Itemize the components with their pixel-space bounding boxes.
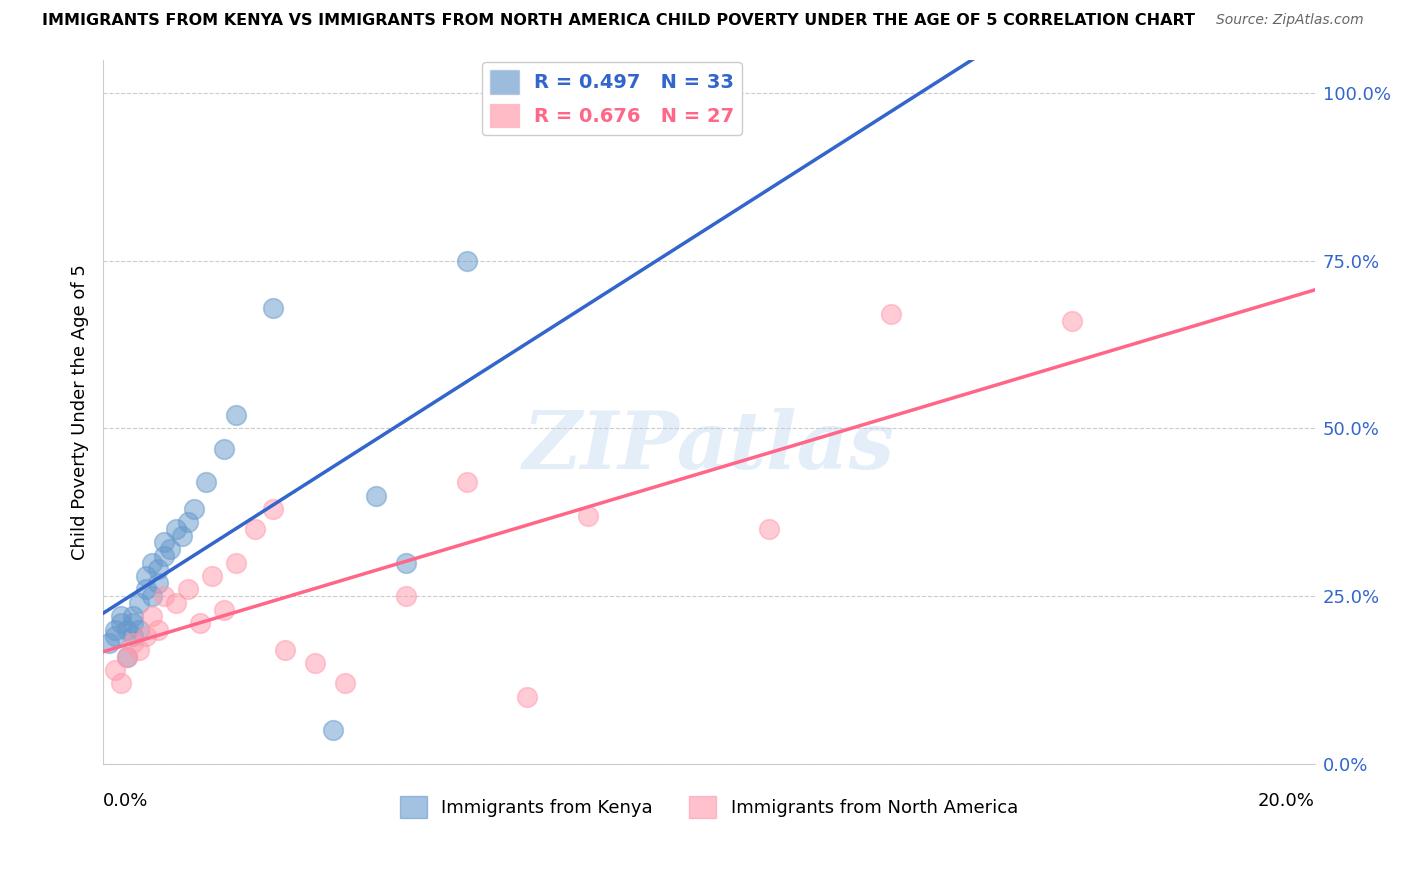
Point	[152, 589, 174, 603]
Point	[214, 602, 236, 616]
Point	[104, 663, 127, 677]
Point	[165, 596, 187, 610]
Point	[262, 301, 284, 315]
Y-axis label: Child Poverty Under the Age of 5: Child Poverty Under the Age of 5	[72, 264, 89, 559]
Point	[195, 475, 218, 490]
Point	[576, 508, 599, 523]
Point	[170, 529, 193, 543]
Point	[274, 642, 297, 657]
Point	[122, 609, 145, 624]
Point	[177, 582, 200, 597]
Text: IMMIGRANTS FROM KENYA VS IMMIGRANTS FROM NORTH AMERICA CHILD POVERTY UNDER THE A: IMMIGRANTS FROM KENYA VS IMMIGRANTS FROM…	[42, 13, 1195, 29]
Point	[395, 556, 418, 570]
Text: ZIPatlas: ZIPatlas	[523, 409, 896, 485]
Point	[141, 589, 163, 603]
Point	[128, 623, 150, 637]
Point	[364, 489, 387, 503]
Point	[117, 623, 139, 637]
Point	[152, 549, 174, 563]
Point	[146, 575, 169, 590]
Point	[322, 723, 344, 738]
Text: Source: ZipAtlas.com: Source: ZipAtlas.com	[1216, 13, 1364, 28]
Point	[758, 522, 780, 536]
Point	[214, 442, 236, 456]
Point	[135, 629, 157, 643]
Text: 0.0%: 0.0%	[103, 792, 149, 810]
Point	[201, 569, 224, 583]
Point	[104, 629, 127, 643]
Point	[188, 615, 211, 630]
Point	[122, 636, 145, 650]
Point	[456, 475, 478, 490]
Point	[152, 535, 174, 549]
Point	[128, 642, 150, 657]
Point	[104, 623, 127, 637]
Point	[122, 629, 145, 643]
Point	[98, 636, 121, 650]
Point	[243, 522, 266, 536]
Point	[110, 676, 132, 690]
Point	[225, 408, 247, 422]
Legend: Immigrants from Kenya, Immigrants from North America: Immigrants from Kenya, Immigrants from N…	[392, 789, 1025, 825]
Point	[395, 589, 418, 603]
Point	[135, 582, 157, 597]
Point	[456, 253, 478, 268]
Point	[1062, 314, 1084, 328]
Point	[110, 615, 132, 630]
Point	[128, 596, 150, 610]
Point	[141, 556, 163, 570]
Point	[135, 569, 157, 583]
Point	[159, 542, 181, 557]
Point	[146, 562, 169, 576]
Point	[117, 649, 139, 664]
Point	[122, 615, 145, 630]
Point	[141, 609, 163, 624]
Point	[335, 676, 357, 690]
Point	[262, 502, 284, 516]
Point	[146, 623, 169, 637]
Point	[304, 657, 326, 671]
Point	[516, 690, 538, 704]
Point	[110, 609, 132, 624]
Point	[177, 516, 200, 530]
Point	[117, 649, 139, 664]
Point	[225, 556, 247, 570]
Point	[879, 308, 901, 322]
Point	[165, 522, 187, 536]
Point	[183, 502, 205, 516]
Text: 20.0%: 20.0%	[1258, 792, 1315, 810]
